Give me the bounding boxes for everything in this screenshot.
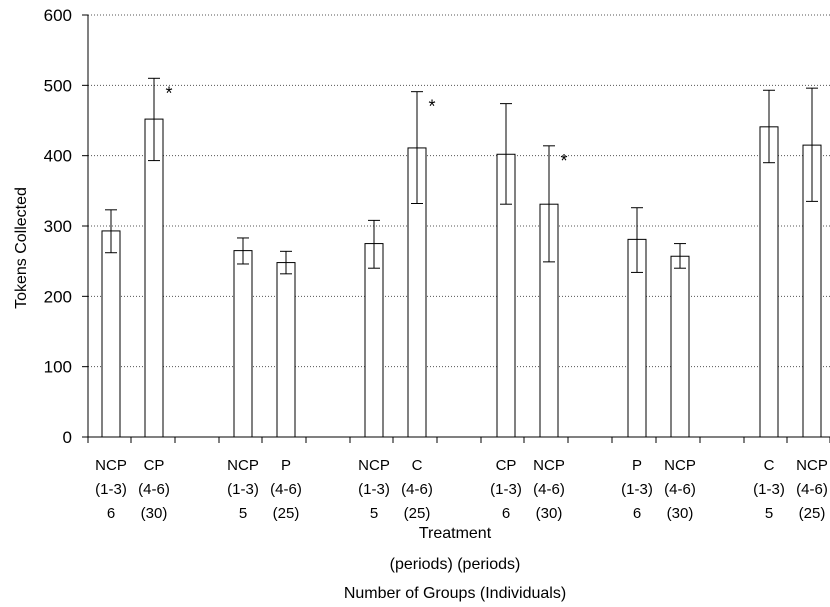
x-category-label: (1-3): [490, 481, 522, 498]
x-category-label: (1-3): [621, 481, 653, 498]
x-tick-labels: NCP(1-3)6CP(4-6)(30)NCP(1-3)5P(4-6)(25)N…: [95, 457, 828, 522]
x-category-label: CP: [144, 457, 165, 474]
x-category-label: P: [632, 457, 642, 474]
axes: [82, 14, 830, 443]
x-category-label: (1-3): [227, 481, 259, 498]
x-category-label: (30): [141, 505, 168, 522]
x-category-label: 6: [502, 505, 510, 522]
bar: [101, 230, 121, 438]
gridlines: [88, 14, 830, 368]
x-category-label: (25): [799, 505, 826, 522]
x-category-label: 5: [239, 505, 247, 522]
x-category-label: (25): [404, 505, 431, 522]
bars: * * *: [101, 77, 822, 438]
significance-star: *: [560, 151, 567, 171]
x-category-label: (4-6): [664, 481, 696, 498]
x-category-label: C: [412, 457, 423, 474]
y-tick-label: 100: [44, 358, 72, 377]
y-tick-label: 500: [44, 76, 72, 95]
x-axis-label-line-3: Number of Groups (Individuals): [344, 585, 566, 602]
x-category-label: P: [281, 457, 291, 474]
x-axis-label-line-1: Treatment: [419, 525, 492, 542]
x-category-label: (25): [273, 505, 300, 522]
x-category-label: C: [764, 457, 775, 474]
x-category-label: CP: [496, 457, 517, 474]
x-category-label: (4-6): [270, 481, 302, 498]
x-category-label: NCP: [796, 457, 828, 474]
significance-star: *: [428, 97, 435, 117]
x-category-label: (30): [667, 505, 694, 522]
bar: [759, 126, 779, 438]
x-category-label: (4-6): [401, 481, 433, 498]
x-category-label: 6: [107, 505, 115, 522]
x-category-label: NCP: [95, 457, 127, 474]
x-category-label: NCP: [227, 457, 259, 474]
x-category-label: NCP: [664, 457, 696, 474]
y-tick-label: 200: [44, 287, 72, 306]
y-tick-label: 300: [44, 217, 72, 236]
x-category-label: (1-3): [95, 481, 127, 498]
significance-star: *: [165, 83, 172, 103]
x-category-label: 5: [765, 505, 773, 522]
bar: [276, 262, 296, 438]
x-category-label: (30): [536, 505, 563, 522]
bar: [670, 255, 690, 438]
bar: [144, 118, 164, 438]
y-axis-label: Tokens Collected: [13, 187, 30, 309]
x-category-label: (4-6): [533, 481, 565, 498]
x-category-label: (1-3): [753, 481, 785, 498]
y-tick-label: 0: [63, 428, 72, 447]
bar: [364, 243, 384, 438]
y-tick-labels: 0 100 200 300 400 500 600: [44, 6, 72, 447]
bar: [233, 250, 253, 438]
x-category-label: 6: [633, 505, 641, 522]
x-category-label: NCP: [533, 457, 565, 474]
y-tick-label: 400: [44, 147, 72, 166]
x-axis-label-line-2: (periods) (periods): [390, 556, 521, 573]
x-category-label: 5: [370, 505, 378, 522]
x-category-label: (4-6): [796, 481, 828, 498]
x-category-label: (4-6): [138, 481, 170, 498]
x-category-label: (1-3): [358, 481, 390, 498]
x-category-label: NCP: [358, 457, 390, 474]
y-tick-label: 600: [44, 6, 72, 25]
